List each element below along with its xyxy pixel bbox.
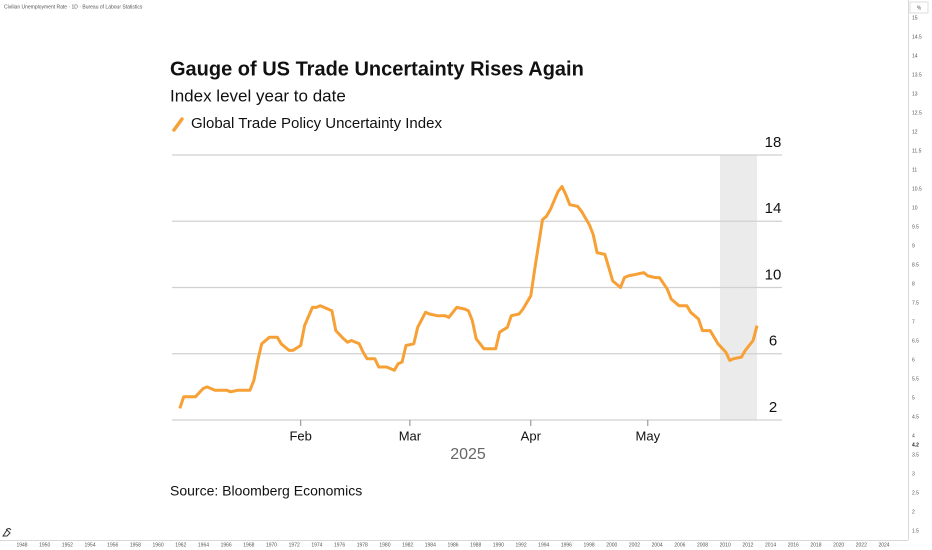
price-tick-label: 14.5 xyxy=(912,34,922,40)
year-label: 2025 xyxy=(450,446,486,463)
time-tick-label: 1976 xyxy=(334,542,345,548)
time-tick-label: 2008 xyxy=(697,542,708,548)
price-tick-label: 13 xyxy=(912,91,918,97)
price-tick-label: 9 xyxy=(912,243,915,249)
y-tick-label: 10 xyxy=(765,266,782,283)
time-tick-label: 1954 xyxy=(84,542,95,548)
time-tick-label: 2002 xyxy=(629,542,640,548)
last-value-label: 4.2 xyxy=(912,442,919,448)
time-tick-label: 1950 xyxy=(39,542,50,548)
time-tick-label: 1978 xyxy=(357,542,368,548)
time-tick-label: 1956 xyxy=(107,542,118,548)
time-tick-label: 2020 xyxy=(833,542,844,548)
time-tick-label: 1962 xyxy=(175,542,186,548)
unit-button[interactable] xyxy=(909,1,929,14)
x-tick-label: May xyxy=(636,428,661,443)
time-tick-label: 1964 xyxy=(198,542,209,548)
time-tick-label: 2000 xyxy=(606,542,617,548)
price-tick-label: 15 xyxy=(912,15,918,21)
price-tick-label: 10.5 xyxy=(912,186,922,192)
y-tick-label: 18 xyxy=(765,134,782,151)
time-tick-label: 1952 xyxy=(62,542,73,548)
time-tick-label: 1972 xyxy=(289,542,300,548)
y-tick-label: 2 xyxy=(769,399,777,416)
price-tick-label: 14 xyxy=(912,53,918,59)
price-tick-label: 12.5 xyxy=(912,110,922,116)
legend-swatch xyxy=(172,117,184,132)
time-tick-label: 1968 xyxy=(243,542,254,548)
time-tick-label: 1998 xyxy=(584,542,595,548)
x-tick-label: Feb xyxy=(289,428,311,443)
time-tick-label: 1970 xyxy=(266,542,277,548)
time-tick-label: 2024 xyxy=(878,542,889,548)
time-tick-label: 2012 xyxy=(742,542,753,548)
price-tick-label: 3.5 xyxy=(912,452,919,458)
time-tick-label: 1990 xyxy=(493,542,504,548)
time-tick-label: 1994 xyxy=(538,542,549,548)
series-line xyxy=(178,185,759,409)
price-tick-label: 10 xyxy=(912,205,918,211)
price-tick-label: 13.5 xyxy=(912,72,922,78)
time-tick-label: 1986 xyxy=(447,542,458,548)
time-tick-label: 2010 xyxy=(720,542,731,548)
source: Source: Bloomberg Economics xyxy=(170,483,362,499)
time-tick-label: 1960 xyxy=(153,542,164,548)
price-tick-label: 2.5 xyxy=(912,490,919,496)
time-tick-label: 1988 xyxy=(470,542,481,548)
price-tick-label: 6 xyxy=(912,357,915,363)
price-tick-label: 11.5 xyxy=(912,148,922,154)
price-tick-label: 11 xyxy=(912,167,917,173)
symbol-title: Civilian Unemployment Rate · 1D · Bureau… xyxy=(4,4,143,10)
price-tick-label: 1.5 xyxy=(912,528,919,534)
time-tick-label: 1980 xyxy=(379,542,390,548)
logo-icon[interactable] xyxy=(2,528,12,537)
time-tick-label: 2022 xyxy=(856,542,867,548)
x-tick-label: Apr xyxy=(521,428,542,443)
time-tick-label: 1966 xyxy=(221,542,232,548)
legend-label: Global Trade Policy Uncertainty Index xyxy=(191,115,442,132)
price-tick-label: 2 xyxy=(912,509,915,515)
y-tick-label: 14 xyxy=(765,200,782,217)
price-tick-label: 8.5 xyxy=(912,262,919,268)
time-tick-label: 1958 xyxy=(130,542,141,548)
x-tick-label: Mar xyxy=(399,428,422,443)
price-tick-label: 9.5 xyxy=(912,224,919,230)
price-tick-label: 12 xyxy=(912,129,918,135)
y-tick-label: 6 xyxy=(769,333,777,350)
price-tick-label: 5.5 xyxy=(912,376,919,382)
price-tick-label: 3 xyxy=(912,471,915,477)
price-tick-label: 6.5 xyxy=(912,338,919,344)
time-tick-label: 1992 xyxy=(515,542,526,548)
time-tick-label: 2016 xyxy=(788,542,799,548)
chart-subtitle: Index level year to date xyxy=(170,86,346,105)
price-tick-label: 8 xyxy=(912,281,915,287)
price-tick-label: 7.5 xyxy=(912,300,919,306)
time-tick-label: 1974 xyxy=(311,542,322,548)
time-tick-label: 2018 xyxy=(810,542,821,548)
time-tick-label: 1948 xyxy=(16,542,27,548)
price-tick-label: 4.5 xyxy=(912,414,919,420)
time-tick-label: 1984 xyxy=(425,542,436,548)
time-tick-label: 1982 xyxy=(402,542,413,548)
time-tick-label: 2004 xyxy=(652,542,663,548)
price-tick-label: 7 xyxy=(912,319,915,325)
price-tick-label: 4 xyxy=(912,433,915,439)
chart-title: Gauge of US Trade Uncertainty Rises Agai… xyxy=(170,58,584,80)
unit-label: % xyxy=(917,5,922,11)
time-tick-label: 1996 xyxy=(561,542,572,548)
time-tick-label: 2006 xyxy=(674,542,685,548)
price-tick-label: 5 xyxy=(912,395,915,401)
time-tick-label: 2014 xyxy=(765,542,776,548)
